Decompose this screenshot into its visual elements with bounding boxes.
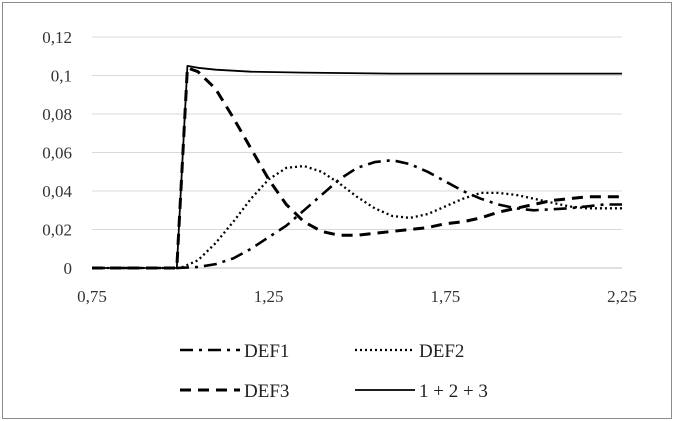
legend-label: DEF1 (244, 341, 289, 362)
series-line-4 (92, 65, 622, 269)
x-tick-label: 2,25 (607, 287, 637, 306)
legend-label: DEF2 (419, 341, 464, 362)
legend: DEF1 DEF2 DEF3 1 + 2 + 3 (180, 341, 488, 402)
y-tick-label: 0,06 (42, 144, 72, 163)
y-tick-label: 0,08 (42, 105, 72, 124)
series-line-1 (92, 158, 622, 270)
x-tick-label: 1,75 (430, 287, 460, 306)
y-tick-label: 0,04 (42, 182, 72, 201)
y-tick-label: 0,1 (51, 67, 72, 86)
x-tick-label: 0,75 (77, 287, 107, 306)
y-tick-label: 0,12 (42, 28, 72, 47)
y-tick-label: 0 (64, 259, 73, 278)
x-tick-label: 1,25 (254, 287, 284, 306)
legend-label: DEF3 (244, 381, 289, 402)
series-line-3 (92, 66, 622, 270)
series-line-2 (92, 164, 622, 270)
gridlines (92, 36, 622, 269)
series-lines (92, 65, 622, 270)
legend-label: 1 + 2 + 3 (419, 381, 488, 402)
y-tick-label: 0,02 (42, 221, 72, 240)
y-axis-ticks: 0 0,02 0,04 0,06 0,08 0,1 0,12 (42, 28, 72, 278)
x-axis-ticks: 0,75 1,25 1,75 2,25 (77, 287, 637, 306)
